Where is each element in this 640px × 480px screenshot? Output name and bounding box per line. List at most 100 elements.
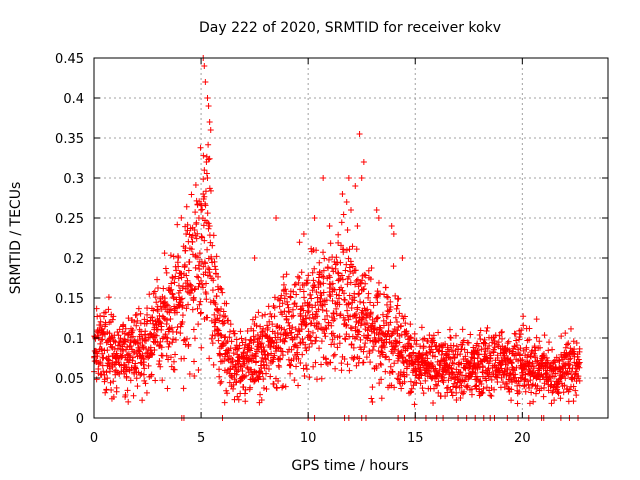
data-point	[329, 265, 336, 272]
data-point	[302, 344, 309, 351]
data-point	[541, 384, 548, 391]
data-point	[440, 379, 447, 386]
data-point	[200, 152, 207, 159]
data-point	[297, 340, 304, 347]
data-point	[275, 378, 282, 385]
data-point	[565, 370, 572, 377]
data-point	[311, 282, 318, 289]
data-point	[175, 282, 182, 289]
data-point	[499, 358, 506, 365]
data-point	[113, 384, 120, 391]
data-point	[342, 336, 349, 343]
data-point	[238, 335, 245, 342]
data-point	[108, 333, 115, 340]
data-point	[382, 368, 389, 375]
data-point	[102, 309, 109, 316]
data-point	[556, 358, 563, 365]
data-point	[452, 332, 459, 339]
data-point	[486, 342, 493, 349]
data-point	[273, 215, 280, 221]
data-point	[97, 312, 104, 319]
data-point	[256, 336, 263, 343]
data-point	[509, 348, 516, 355]
data-point	[320, 280, 327, 287]
data-point	[280, 383, 287, 390]
data-point	[351, 294, 358, 301]
data-point	[217, 380, 224, 387]
data-point	[258, 396, 265, 403]
data-point	[244, 328, 251, 335]
data-point	[485, 365, 492, 372]
y-tick-label: 0.15	[55, 292, 84, 307]
data-point	[105, 306, 112, 313]
data-point	[523, 344, 530, 351]
data-point	[474, 355, 481, 362]
data-point	[104, 347, 111, 354]
data-point	[558, 333, 565, 340]
data-point	[338, 367, 345, 374]
data-point	[394, 296, 401, 303]
data-point	[210, 232, 217, 239]
data-point	[476, 331, 483, 338]
data-point	[273, 339, 280, 346]
data-point	[156, 318, 163, 325]
data-point	[515, 378, 522, 385]
data-point	[191, 335, 198, 342]
data-point	[195, 321, 202, 328]
data-point	[207, 187, 214, 194]
data-point	[516, 333, 523, 340]
y-tick-label: 0.05	[55, 372, 84, 387]
data-point	[167, 354, 174, 361]
data-point	[189, 251, 196, 258]
data-point	[231, 376, 238, 383]
data-point	[313, 288, 320, 295]
data-point	[191, 358, 198, 365]
data-point	[513, 337, 520, 344]
data-point	[241, 390, 248, 397]
data-point	[321, 330, 328, 337]
data-point	[325, 256, 332, 263]
data-point	[408, 344, 415, 351]
data-point	[144, 311, 151, 318]
data-point	[251, 369, 258, 376]
data-point	[330, 352, 337, 359]
data-point	[224, 355, 231, 362]
data-point	[198, 277, 205, 284]
data-point	[508, 397, 515, 404]
data-point	[533, 334, 540, 341]
data-point	[123, 363, 130, 370]
data-point	[560, 389, 567, 396]
data-point	[384, 313, 391, 320]
data-point	[336, 301, 343, 308]
data-point	[217, 331, 224, 338]
data-point	[184, 227, 191, 234]
data-point	[303, 315, 310, 322]
data-point	[354, 223, 361, 229]
data-point	[432, 365, 439, 372]
data-point	[375, 215, 382, 221]
data-point	[343, 247, 350, 254]
data-point	[273, 385, 280, 392]
data-point	[203, 170, 210, 177]
data-point	[195, 274, 202, 281]
data-point	[390, 263, 397, 270]
data-point	[287, 362, 294, 369]
data-point	[197, 310, 204, 317]
data-point	[382, 284, 389, 291]
data-point	[413, 341, 420, 348]
data-point	[477, 377, 484, 384]
data-point	[576, 377, 583, 384]
data-point	[491, 386, 498, 393]
data-point	[361, 286, 368, 293]
data-point	[557, 395, 564, 402]
data-point	[139, 397, 146, 404]
data-point	[144, 318, 151, 325]
data-point	[132, 365, 139, 372]
data-point	[257, 340, 264, 347]
data-point	[374, 288, 381, 295]
data-point	[268, 350, 275, 357]
data-point	[148, 371, 155, 378]
data-point	[194, 201, 201, 208]
data-point	[117, 335, 124, 342]
data-point	[131, 338, 138, 345]
